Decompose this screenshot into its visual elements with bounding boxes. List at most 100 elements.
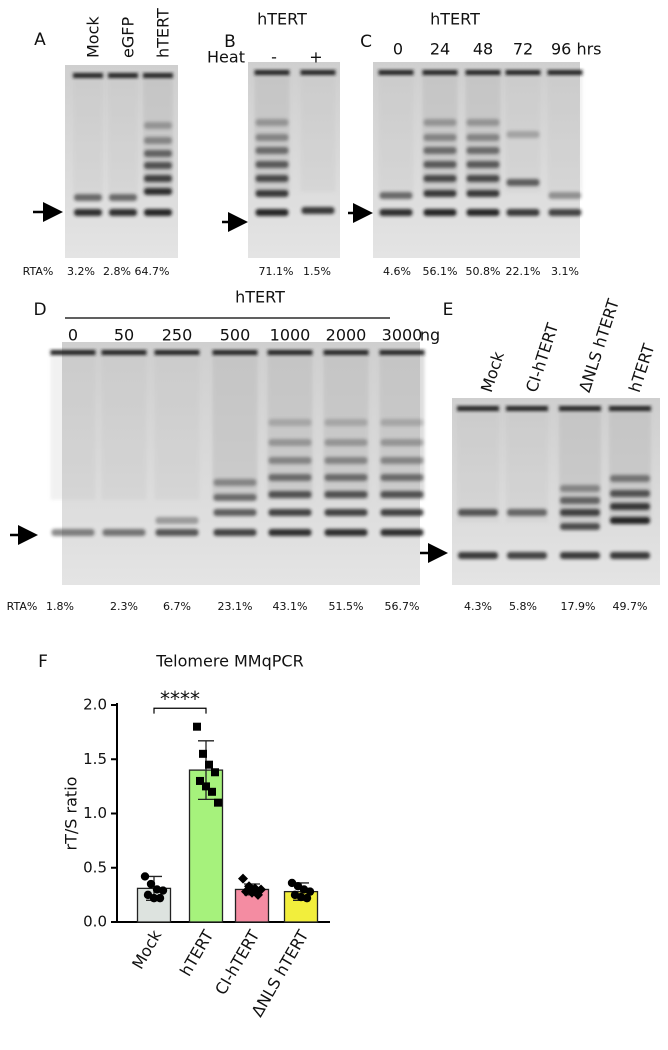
gel-well [457,406,499,411]
gel-band [144,209,172,216]
gel-band [423,209,457,216]
rta-value: 43.1% [273,600,308,613]
rta-value: 51.5% [329,600,364,613]
gel-band [109,194,137,201]
y-tick-label: 0.5 [83,858,107,876]
data-point [193,722,201,731]
data-point [149,893,159,903]
gel-band [324,457,368,464]
gel-band [458,552,498,559]
gel-band [610,503,650,510]
gel-band [380,457,424,464]
gel-band [380,491,424,498]
data-point [253,889,263,900]
x-tick-label: Mock [128,926,166,972]
gel-band [213,509,257,516]
gel-band [144,162,172,169]
y-axis-label: rT/S ratio [62,777,81,851]
gel-well [547,70,583,75]
gel-well [559,406,601,411]
rta-value: 50.8% [466,265,501,278]
gel-well [108,73,138,78]
gel-smear [378,74,414,192]
gel-well [154,350,200,355]
gel-band [324,474,368,481]
gel-band [466,119,500,126]
gel-well [323,350,369,355]
gel-well [254,70,290,75]
gel-smear [212,354,258,500]
gel-band [610,490,650,497]
gel-band [268,529,312,536]
gel-band [506,131,540,138]
data-point [155,893,165,903]
gel-image [452,398,660,585]
gel-band [548,192,582,199]
rta-label: RTA% [23,265,54,278]
gel-well [506,406,548,411]
data-point [305,887,315,896]
panel-letter: A [34,30,46,50]
gel-band [268,457,312,464]
lane-label: Mock [84,16,103,58]
data-point [196,776,204,785]
gel-band [423,147,457,154]
x-tick-label: hTERT [176,927,217,980]
x-tick-label: CI-hTERT [211,927,263,999]
rta-value: 3.2% [67,265,95,278]
lane-label: 3000 [382,326,423,345]
gel-well [267,350,313,355]
gel-band [507,552,547,559]
rta-value: 22.1% [506,265,541,278]
lane-label: 48 [473,40,493,59]
gel-band [423,134,457,141]
gel-well [378,70,414,75]
rta-value: 1.5% [303,265,331,278]
rta-value: 6.7% [163,600,191,613]
rta-value: 1.8% [46,600,74,613]
lane-label: CI-hTERT [522,321,562,395]
gel-band [255,175,289,182]
gel-image [248,62,340,258]
gel-band [268,509,312,516]
significance-bracket [153,707,207,714]
gel-image [65,65,178,258]
gel-band [458,509,498,516]
panel-title: hTERT [235,288,285,307]
data-point [205,760,213,769]
significance-label: **** [160,687,200,711]
gel-smear [101,354,147,500]
gel-band [51,529,95,536]
y-tick-label: 1.0 [83,804,107,822]
gel-band [560,523,600,530]
gel-band [324,491,368,498]
gel-band [560,497,600,504]
y-tick-label: 1.5 [83,750,107,768]
rta-value: 56.7% [385,600,420,613]
gel-band [610,475,650,482]
data-point [302,893,312,903]
gel-band [268,474,312,481]
gel-band [560,552,600,559]
gel-band [423,119,457,126]
gel-band [380,474,424,481]
gel-band [466,175,500,182]
gel-band [255,119,289,126]
rta-label: RTA% [7,600,38,613]
rta-value: 2.8% [103,265,131,278]
gel-band [144,150,172,157]
gel-smear [143,77,173,193]
gel-smear [547,74,583,192]
gel-band [109,209,137,216]
gel-band [507,509,547,516]
gel-band [560,509,600,516]
gel-band [379,192,413,199]
lane-label: ΔNLS hTERT [575,296,623,394]
data-point [158,886,168,895]
gel-smear [465,74,501,192]
y-tick-label: 2.0 [83,696,107,714]
gel-band [324,529,368,536]
gel-smear [154,354,200,500]
gel-band [380,439,424,446]
gel-band [380,529,424,536]
